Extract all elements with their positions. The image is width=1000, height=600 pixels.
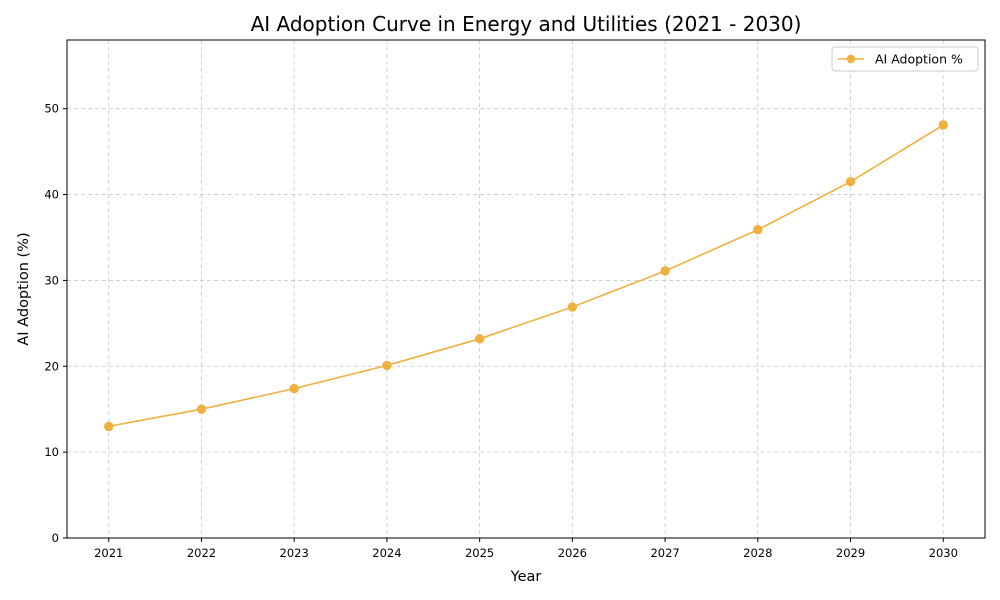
x-axis-label: Year	[510, 569, 542, 585]
legend-box	[831, 46, 979, 72]
data-point	[753, 225, 763, 235]
data-point	[474, 334, 485, 344]
data-point	[382, 360, 392, 371]
legend-marker	[846, 54, 856, 64]
plot-frame	[66, 39, 986, 539]
y-tick-label: 40	[44, 188, 59, 202]
x-tick-label: 2030	[929, 546, 958, 560]
x-tick-label: 2022	[187, 546, 216, 560]
x-tick-label: 2021	[94, 546, 123, 560]
x-tick-label: 2024	[372, 546, 401, 560]
legend-label: AI Adoption %	[875, 52, 963, 67]
data-point	[567, 302, 578, 312]
data-point	[289, 383, 299, 394]
legend: AI Adoption %	[831, 46, 979, 72]
y-tick-label: 20	[44, 359, 59, 373]
y-tick-label: 30	[44, 273, 59, 287]
series-layer	[104, 120, 948, 432]
y-tick-label: 10	[44, 445, 59, 459]
chart-title: AI Adoption Curve in Energy and Utilitie…	[251, 12, 802, 36]
x-tick-label: 2029	[836, 546, 865, 560]
data-point	[196, 404, 207, 414]
x-tick-label: 2023	[280, 546, 309, 560]
grid	[67, 40, 985, 539]
data-point	[938, 120, 948, 130]
y-tick-label: 0	[52, 531, 59, 545]
data-point	[660, 266, 670, 276]
y-tick-label: 50	[44, 102, 59, 116]
x-tick-label: 2028	[743, 546, 772, 560]
x-tick-label: 2027	[650, 546, 679, 560]
x-tick-label: 2025	[465, 546, 494, 560]
data-point	[845, 176, 856, 187]
axis-ticks: 2021 2022 2023 2024 2025 2026 2027 2028 2029 2030…	[44, 102, 958, 560]
data-point	[104, 421, 114, 432]
series-line	[108, 124, 944, 428]
x-tick-label: 2026	[558, 546, 587, 560]
y-axis-label: AI Adoption (%)	[16, 232, 32, 345]
